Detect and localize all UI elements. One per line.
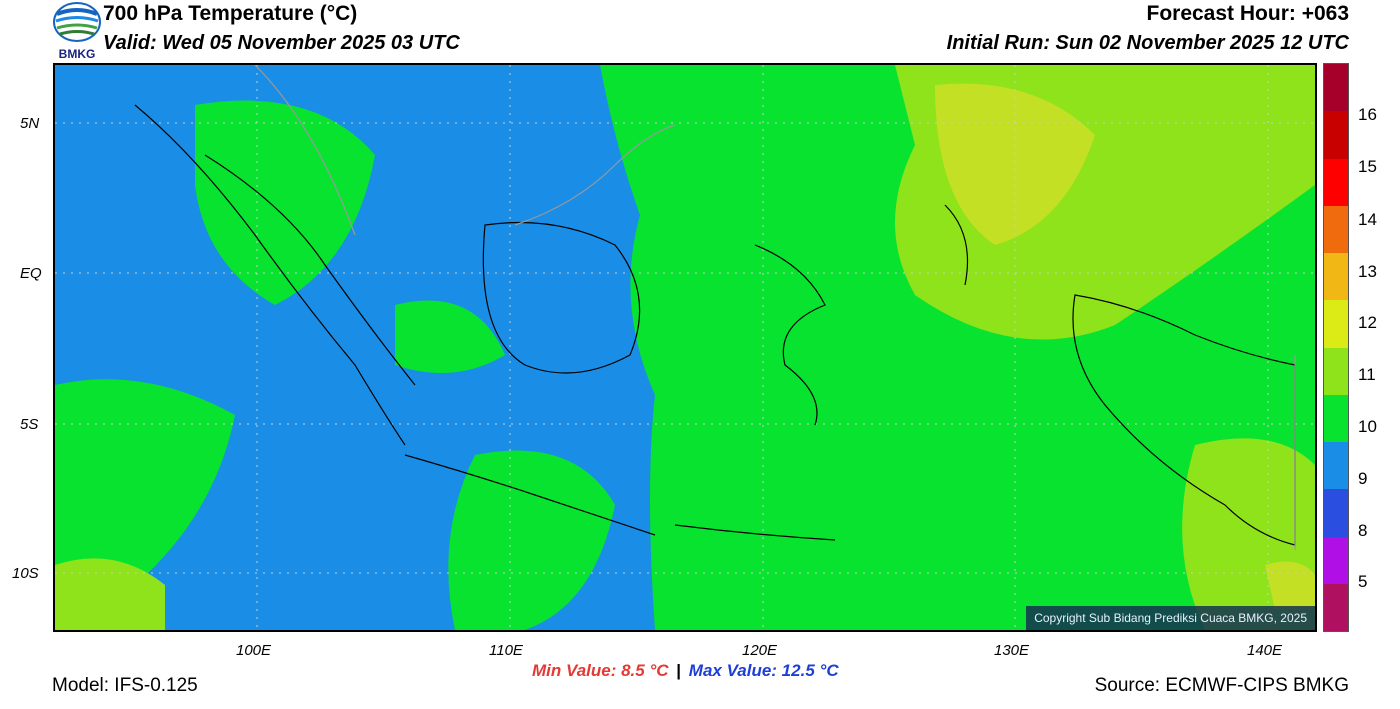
lon-tick-120e: 120E — [742, 642, 778, 659]
colorbar-label-14: 14 — [1358, 210, 1377, 229]
max-unit: °C — [819, 661, 839, 680]
sumatra-east-coast — [204, 154, 416, 386]
colorbar-band — [1324, 253, 1348, 301]
colorbar-label-9: 9 — [1358, 469, 1368, 488]
new-guinea-coast — [1072, 294, 1296, 546]
model-label: Model: IFS-0.125 — [52, 675, 198, 696]
logo-text: BMKG — [59, 47, 96, 60]
colorbar-label-12: 12 — [1358, 313, 1377, 332]
colorbar-band — [1324, 442, 1348, 490]
colorbar-label-16: 16 — [1358, 105, 1377, 124]
colorbar-band — [1324, 205, 1348, 253]
halmahera-coast — [944, 204, 969, 286]
sumatra-coast — [134, 104, 406, 446]
forecast-hour: Forecast Hour: +063 — [1146, 2, 1350, 25]
bmkg-logo: BMKG — [52, 2, 102, 61]
lat-tick-eq: EQ — [20, 265, 42, 282]
nusa-tenggara-coast — [674, 524, 836, 541]
colorbar-label-11: 11 — [1358, 365, 1376, 384]
colorbar-label-8: 8 — [1358, 521, 1368, 540]
graticule — [55, 65, 1315, 630]
colorbar-band — [1324, 111, 1348, 159]
colorbar-band — [1324, 158, 1348, 206]
valid-time: Valid: Wed 05 November 2025 03 UTC — [103, 32, 460, 54]
min-value: Min Value: 8.5 — [532, 661, 645, 680]
initial-run: Initial Run: Sun 02 November 2025 12 UTC — [946, 32, 1349, 54]
field-patch-sw — [55, 379, 235, 599]
min-max-stats: Min Value: 8.5 °C | Max Value: 12.5 °C — [532, 661, 839, 681]
colorbar-label-10: 10 — [1358, 417, 1377, 436]
chart-title: 700 hPa Temperature (°C) — [103, 2, 358, 25]
lat-tick-5s: 5S — [20, 416, 39, 433]
java-coast — [404, 454, 656, 536]
field-patch-sumatra — [195, 100, 375, 305]
field-11-12-sw — [55, 558, 165, 630]
min-unit: °C — [649, 661, 669, 680]
lat-tick-10s: 10S — [12, 565, 39, 582]
borders — [254, 65, 1296, 550]
colorbar-label-15: 15 — [1358, 157, 1377, 176]
colorbar-label-13: 13 — [1358, 262, 1377, 281]
colorbar-band — [1324, 394, 1348, 442]
field-12-13-se — [1265, 561, 1315, 610]
lon-tick-100e: 100E — [236, 642, 272, 659]
borneo-border — [514, 124, 676, 226]
field-patch-java — [448, 450, 615, 630]
colorbar-band — [1324, 64, 1348, 112]
coastlines — [134, 104, 1296, 546]
colorbar-band — [1324, 489, 1348, 537]
stats-separator: | — [676, 661, 682, 680]
copyright-notice: Copyright Sub Bidang Prediksi Cuaca BMKG… — [1026, 606, 1315, 630]
lon-tick-140e: 140E — [1247, 642, 1283, 659]
max-value: Max Value: 12.5 — [688, 661, 815, 680]
colorbar — [1323, 63, 1349, 632]
map-canvas — [55, 65, 1315, 630]
sulawesi-coast — [754, 244, 826, 426]
source-label: Source: ECMWF-CIPS BMKG — [1094, 675, 1349, 696]
lon-tick-130e: 130E — [994, 642, 1030, 659]
temperature-map: Copyright Sub Bidang Prediksi Cuaca BMKG… — [53, 63, 1317, 632]
lat-tick-5n: 5N — [20, 115, 40, 132]
colorbar-band — [1324, 300, 1348, 348]
borneo-coast — [482, 221, 641, 374]
colorbar-band — [1324, 583, 1348, 631]
malaysia-border — [254, 65, 356, 236]
colorbar-band — [1324, 347, 1348, 395]
lon-tick-110e: 110E — [489, 642, 523, 659]
colorbar-label-5: 5 — [1358, 572, 1368, 591]
field-12-13-ne — [935, 83, 1095, 245]
colorbar-band — [1324, 536, 1348, 584]
field-patch-mid — [395, 300, 505, 373]
